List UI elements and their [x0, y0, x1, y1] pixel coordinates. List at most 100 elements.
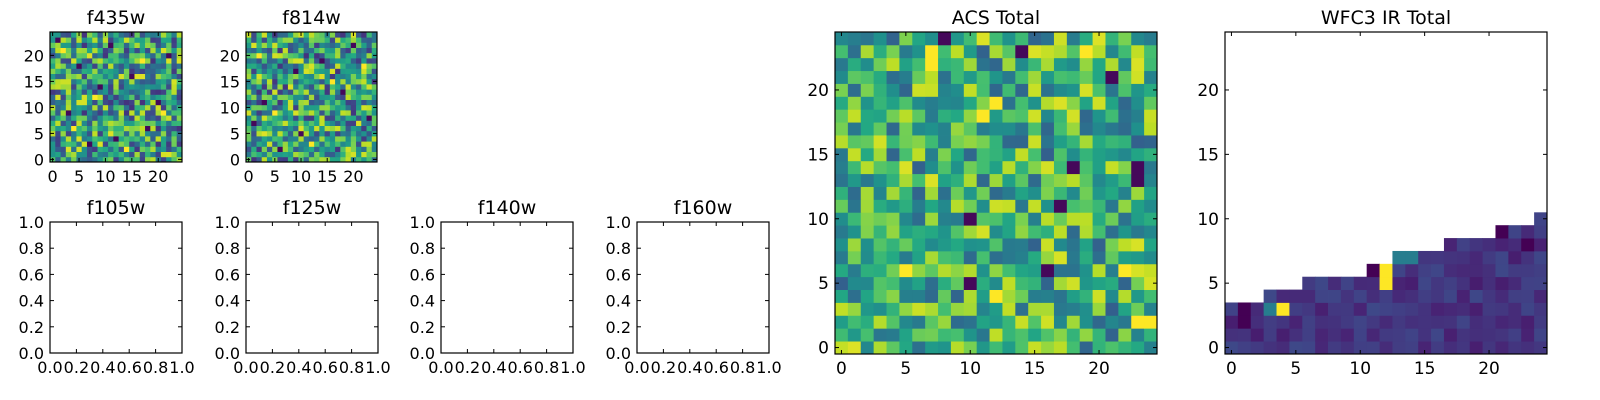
heatmap-cell: [65, 37, 72, 43]
heatmap-cell: [266, 125, 273, 132]
heatmap-cell: [329, 32, 336, 38]
heatmap-cell: [118, 130, 125, 137]
heatmap-cell: [1118, 263, 1132, 278]
heatmap-cell: [92, 99, 98, 106]
heatmap-cell: [86, 151, 93, 158]
heatmap-cell: [345, 37, 352, 43]
heatmap-cell: [963, 96, 978, 110]
heatmap-cell: [266, 42, 273, 48]
heatmap-cell: [102, 89, 109, 95]
heatmap-cell: [145, 151, 151, 158]
heatmap-cell: [899, 315, 913, 329]
heatmap-cell: [76, 120, 83, 126]
heatmap-cell: [1028, 250, 1042, 265]
heatmap-cell: [1263, 289, 1277, 303]
heatmap-cell: [350, 68, 357, 74]
heatmap-cell: [251, 136, 257, 142]
y-tick-label: 0.2: [410, 318, 435, 337]
heatmap-cell: [1002, 199, 1016, 213]
heatmap-cell: [113, 32, 120, 38]
y-tick-label: 1.0: [410, 213, 435, 232]
heatmap-cell: [361, 141, 367, 147]
heatmap-cell: [963, 225, 978, 239]
heatmap-cell: [319, 78, 325, 85]
heatmap-cell: [1392, 276, 1406, 290]
heatmap-cell: [76, 110, 83, 116]
heatmap-cell: [160, 115, 167, 121]
heatmap-cell: [324, 84, 331, 90]
heatmap-cell: [145, 146, 151, 152]
heatmap-cell: [298, 52, 305, 59]
heatmap-cell: [1131, 341, 1145, 355]
heatmap-cell: [266, 68, 273, 74]
heatmap-cell: [298, 78, 305, 85]
heatmap-cell: [160, 136, 167, 142]
heatmap-cell: [139, 110, 146, 116]
heatmap-cell: [256, 84, 263, 90]
heatmap-cell: [166, 141, 172, 147]
heatmap-cell: [1066, 57, 1081, 72]
heatmap-cell: [166, 37, 172, 43]
heatmap-cell: [345, 78, 352, 85]
heatmap-cell: [50, 47, 56, 54]
heatmap-cell: [293, 58, 299, 64]
heatmap-cell: [176, 94, 183, 100]
heatmap-cell: [55, 37, 61, 43]
heatmap-cell: [976, 341, 990, 355]
heatmap-cell: [1508, 263, 1522, 278]
heatmap-cell: [963, 212, 978, 226]
heatmap-cell: [1041, 212, 1055, 226]
heatmap-cell: [134, 151, 141, 158]
heatmap-cell: [1289, 328, 1303, 342]
heatmap-cell: [55, 94, 61, 100]
heatmap-cell: [134, 156, 141, 163]
heatmap-cell: [912, 263, 926, 278]
heatmap-cell: [155, 120, 162, 126]
heatmap-cell: [989, 238, 1003, 252]
heatmap-cell: [166, 136, 172, 142]
heatmap-cell: [108, 63, 114, 69]
heatmap-cell: [899, 147, 913, 162]
heatmap-cell: [1482, 250, 1496, 265]
heatmap-cell: [123, 63, 130, 69]
heatmap-cell: [139, 73, 146, 80]
y-tick-label: 15: [1197, 145, 1219, 165]
heatmap-cell: [166, 42, 172, 48]
heatmap-cell: [1015, 44, 1029, 59]
heatmap-cell: [350, 73, 357, 80]
heatmap-cell: [266, 141, 273, 147]
heatmap-cell: [847, 289, 862, 303]
heatmap-cell: [1015, 263, 1029, 278]
heatmap-cell: [356, 89, 362, 95]
heatmap-cell: [50, 42, 56, 48]
heatmap-cell: [371, 115, 378, 121]
heatmap-cell: [324, 47, 331, 54]
heatmap-cell: [171, 37, 178, 43]
heatmap-cell: [145, 99, 151, 106]
heatmap-cell: [81, 89, 88, 95]
heatmap-cell: [963, 186, 978, 200]
heatmap-cell: [976, 135, 990, 149]
heatmap-cell: [246, 136, 252, 142]
heatmap-cell: [50, 89, 56, 95]
heatmap-cell: [314, 89, 320, 95]
heatmap-cell: [1276, 289, 1290, 303]
heatmap-cell: [1079, 147, 1093, 162]
heatmap-cell: [329, 115, 336, 121]
heatmap-cell: [925, 147, 939, 162]
heatmap-cell: [1053, 328, 1068, 342]
heatmap-cell: [55, 156, 61, 163]
heatmap-cell: [350, 63, 357, 69]
heatmap-cell: [356, 52, 362, 59]
heatmap-cell: [251, 99, 257, 106]
heatmap-cell: [1079, 341, 1093, 355]
heatmap-cell: [277, 63, 284, 69]
heatmap-cell: [92, 73, 98, 80]
heatmap-cell: [287, 104, 294, 111]
heatmap-cell: [340, 110, 346, 116]
heatmap-cell: [118, 84, 125, 90]
heatmap-cell: [989, 32, 1003, 46]
heatmap-cell: [1131, 289, 1145, 303]
heatmap-cell: [345, 104, 352, 111]
